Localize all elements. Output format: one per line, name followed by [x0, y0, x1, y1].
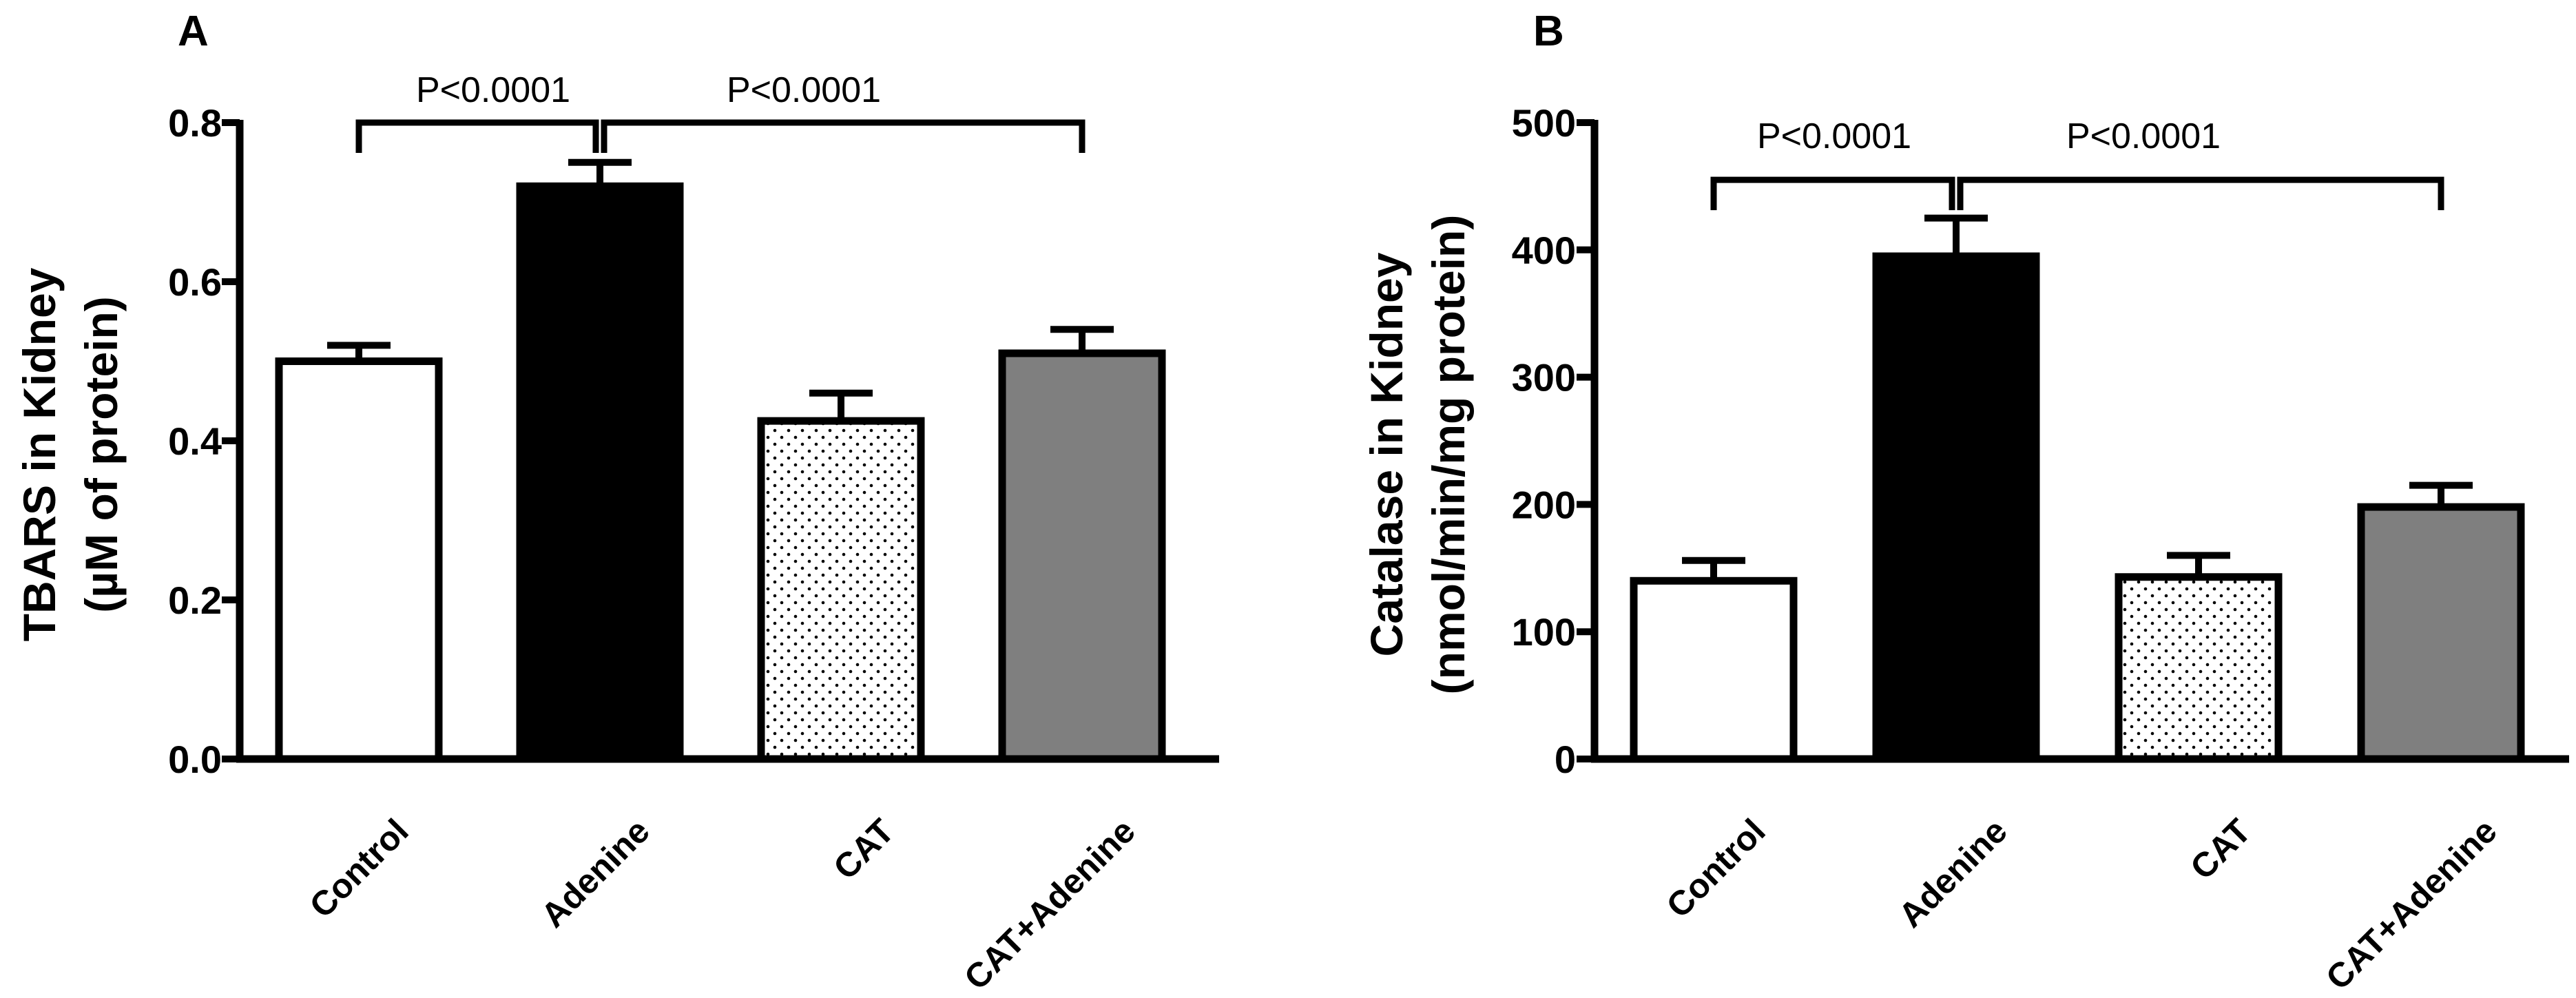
category-label: CAT+Adenine	[2318, 811, 2504, 997]
y-tick-label: 0.2	[168, 579, 222, 622]
panel-a-label: A	[178, 8, 209, 55]
y-tick-label: 100	[1512, 610, 1576, 654]
category-label: CAT+Adenine	[957, 811, 1143, 997]
panel-b-chart: 0 100 200 300 400 500 Catalase in Kidney (nmol/…	[1361, 101, 2569, 997]
y-tick-label: 200	[1512, 483, 1576, 526]
bar	[2115, 573, 2283, 763]
y-axis-label: TBARS in Kidney	[14, 267, 65, 641]
y-tick-label: 400	[1512, 229, 1576, 272]
y-axis-label-units: (nmol/min/mg protein)	[1423, 215, 1474, 695]
bar	[1630, 576, 1798, 763]
y-tick-label: 0.8	[168, 101, 222, 145]
bar	[998, 349, 1166, 763]
category-label: Control	[1659, 811, 1773, 925]
significance-bracket	[1710, 176, 1955, 211]
panel-b-label: B	[1533, 8, 1564, 55]
panel-a-chart: 0.0 0.2 0.4 0.6 0.8 TBARS in Kidney (µM of pro…	[14, 70, 1219, 997]
significance-label: P<0.0001	[727, 70, 881, 110]
y-tick-label: 0.0	[168, 738, 222, 781]
bar	[2357, 503, 2525, 763]
y-axis-label-units: (µM of protein)	[76, 296, 127, 613]
significance-label: P<0.0001	[2066, 116, 2221, 156]
y-tick-label: 300	[1512, 356, 1576, 399]
bar	[275, 357, 443, 763]
y-tick-label: 0	[1555, 738, 1576, 781]
category-label: Control	[302, 811, 416, 925]
significance-bracket	[1957, 176, 2444, 211]
bar	[1872, 252, 2040, 763]
category-label: CAT	[2183, 811, 2258, 887]
y-tick-label: 500	[1512, 101, 1576, 145]
category-label: Adenine	[534, 811, 657, 935]
significance-label: P<0.0001	[1757, 116, 1911, 156]
y-tick-label: 0.6	[168, 260, 222, 304]
category-label: CAT	[826, 811, 902, 887]
category-label: Adenine	[1891, 811, 2015, 935]
y-axis-label: Catalase in Kidney	[1361, 252, 1412, 656]
bar	[757, 417, 925, 763]
y-tick-label: 0.4	[168, 419, 222, 463]
significance-label: P<0.0001	[416, 70, 570, 110]
bar	[516, 182, 684, 763]
significance-bracket	[601, 119, 1086, 153]
significance-bracket	[355, 119, 599, 153]
